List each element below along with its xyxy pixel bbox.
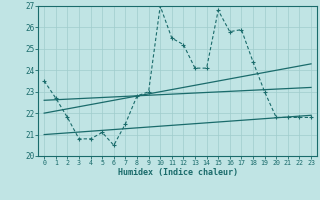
X-axis label: Humidex (Indice chaleur): Humidex (Indice chaleur) [118, 168, 238, 177]
